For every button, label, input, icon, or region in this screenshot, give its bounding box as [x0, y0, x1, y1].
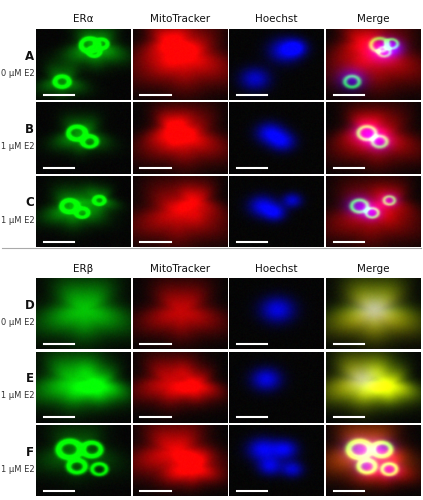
Text: D: D	[25, 299, 34, 312]
Text: Hoechst: Hoechst	[255, 14, 298, 24]
Text: ERβ: ERβ	[73, 264, 93, 274]
Text: ERα: ERα	[73, 14, 93, 24]
Text: 1 μM E2: 1 μM E2	[1, 465, 34, 474]
Text: Merge: Merge	[357, 264, 390, 274]
Text: 0.1 μM E2: 0.1 μM E2	[0, 392, 34, 400]
Text: 0 μM E2: 0 μM E2	[1, 318, 34, 327]
Text: Hoechst: Hoechst	[255, 264, 298, 274]
Text: MitoTracker: MitoTracker	[150, 264, 210, 274]
Text: E: E	[26, 372, 34, 386]
Text: Merge: Merge	[357, 14, 390, 24]
Text: F: F	[26, 446, 34, 458]
Text: 0.1 μM E2: 0.1 μM E2	[0, 142, 34, 151]
Text: MitoTracker: MitoTracker	[150, 14, 210, 24]
Text: 1 μM E2: 1 μM E2	[1, 216, 34, 224]
Text: 0 μM E2: 0 μM E2	[1, 69, 34, 78]
Text: A: A	[25, 50, 34, 62]
Text: C: C	[25, 196, 34, 209]
Text: B: B	[25, 123, 34, 136]
